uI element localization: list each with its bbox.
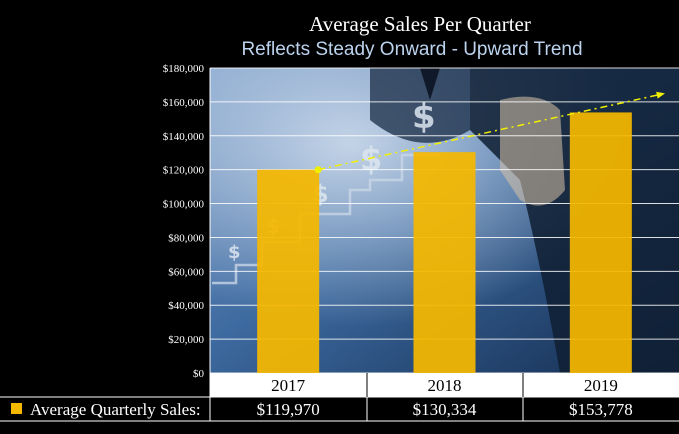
trendline-arrowhead: [656, 91, 665, 99]
y-tick-label: $100,000: [163, 199, 205, 211]
dollar-staircase: [212, 153, 440, 285]
trendline-start-dot: [314, 166, 322, 174]
bars: [257, 112, 632, 373]
y-tick-label: $140,000: [163, 131, 205, 143]
y-tick-label: $40,000: [168, 300, 204, 312]
y-tick-label: $20,000: [168, 334, 204, 346]
value-label-2019: $153,778: [569, 400, 633, 419]
chart-subtitle: Reflects Steady Onward - Upward Trend: [241, 39, 582, 60]
category-label-2019: 2019: [584, 376, 618, 395]
trendline: [314, 91, 666, 174]
y-tick-label: $160,000: [163, 97, 205, 109]
value-label-2017: $119,970: [257, 400, 320, 419]
category-label-2017: 2017: [271, 376, 306, 395]
trendline-path: [318, 92, 666, 171]
bar-2018: [413, 152, 476, 373]
legend-series-name: Average Quarterly Sales:: [30, 400, 201, 419]
value-row: [0, 397, 679, 421]
y-axis: $0 $20,000 $40,000 $60,000 $80,000 $100,000 $1…: [163, 63, 211, 380]
category-header-row: [210, 373, 679, 397]
y-tick-label: $180,000: [163, 63, 205, 75]
bar-2019: [569, 112, 632, 373]
y-tick-label: $0: [193, 368, 205, 380]
table-cells: 2017 $119,970 2018 $130,334 2019 $153,778: [257, 376, 633, 419]
data-table: Average Quarterly Sales: 2017$119,970201…: [0, 373, 679, 422]
y-tick-label: $120,000: [163, 165, 205, 177]
svg-text:$: $: [412, 97, 436, 137]
y-tick-label: $60,000: [168, 266, 204, 278]
bar-2017: [257, 169, 320, 373]
legend-swatch: [11, 403, 22, 414]
svg-text:$: $: [360, 140, 382, 178]
y-tick-label: $80,000: [168, 232, 204, 244]
chart-title: Average Sales Per Quarter: [309, 12, 531, 36]
value-label-2018: $130,334: [413, 400, 477, 419]
svg-text:$: $: [228, 242, 241, 263]
category-label-2018: 2018: [428, 376, 462, 395]
